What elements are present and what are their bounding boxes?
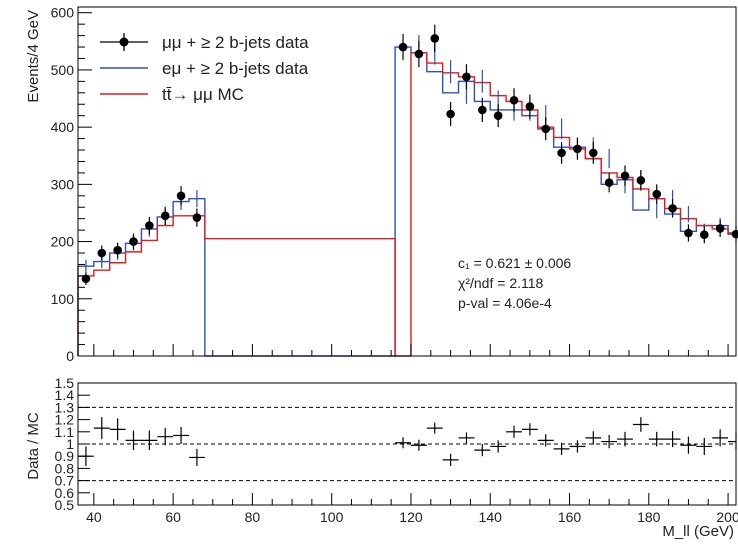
ratio-y-tick-label: 0.8 — [55, 460, 75, 476]
mumu-data-point — [129, 237, 138, 246]
mumu-data-point — [160, 211, 170, 221]
ratio-y-axis-title: Data / MC — [25, 412, 42, 480]
mumu-data-point — [620, 171, 630, 181]
mumu-data-point — [446, 109, 455, 119]
mumu-data-point — [589, 148, 598, 158]
series-ttbar-mc-histogram — [77, 52, 737, 357]
ratio-y-tick-label: 0.5 — [55, 497, 75, 513]
mumu-data-point — [462, 72, 471, 82]
x-tick-label: 180 — [637, 509, 661, 525]
legend-entry-emu-data: eμ + ≥ 2 b-jets data — [100, 59, 309, 78]
mumu-data-point — [525, 102, 535, 111]
main-y-axis-title: Events/4 GeV — [25, 10, 42, 103]
stat-p-value: p-val = 4.06e-4 — [458, 295, 552, 311]
main-y-tick-label: 500 — [51, 62, 75, 78]
mumu-data-point — [113, 245, 122, 255]
ratio-y-tick-label: 0.9 — [55, 448, 75, 464]
ratio-y-tick-label: 1.2 — [55, 412, 75, 428]
mumu-data-point — [176, 191, 186, 201]
mumu-data-point — [430, 34, 440, 43]
ratio-series — [78, 417, 737, 466]
x-tick-label: 140 — [479, 509, 503, 525]
main-y-tick-label: 200 — [51, 234, 75, 250]
mumu-data-point — [668, 204, 677, 213]
ratio-y-tick-label: 0.6 — [55, 485, 75, 501]
ratio-panel: Data / MC 0.50.60.70.80.911.11.21.31.41.… — [25, 375, 738, 540]
legend-label-emu-data: eμ + ≥ 2 b-jets data — [162, 59, 309, 78]
x-tick-label: 120 — [399, 509, 423, 525]
mumu-data-point — [192, 213, 202, 222]
main-y-ticks: 0 100 200 300 400 500 600 — [51, 5, 92, 364]
mumu-data-point — [509, 95, 519, 105]
mumu-data-point — [636, 176, 646, 185]
mumu-data-point — [97, 248, 107, 258]
ratio-x-ticks: 40 60 80 100 120 140 160 180 200 — [86, 493, 738, 525]
mumu-data-point — [684, 228, 693, 238]
ratio-y-ticks: 0.50.60.70.80.911.11.21.31.41.5 — [55, 375, 90, 513]
fit-statistics: c₁ = 0.621 ± 0.006 χ²/ndf = 2.118 p-val … — [458, 255, 571, 311]
ratio-plot-frame — [77, 382, 737, 506]
main-y-tick-label: 0 — [66, 348, 74, 364]
main-y-tick-label: 600 — [51, 5, 75, 21]
ratio-reference-lines — [78, 406, 736, 482]
mumu-data-point — [81, 274, 91, 284]
legend: μμ + ≥ 2 b-jets data eμ + ≥ 2 b-jets dat… — [100, 33, 309, 104]
mumu-data-point — [398, 42, 408, 52]
ratio-y-tick-label: 1 — [66, 436, 74, 452]
x-tick-label: 200 — [716, 509, 738, 525]
mumu-data-point — [699, 230, 709, 240]
mumu-data-point — [145, 221, 154, 230]
main-y-tick-label: 400 — [51, 119, 75, 135]
mumu-data-point — [652, 189, 662, 199]
x-tick-label: 40 — [86, 509, 102, 525]
mumu-data-point — [493, 111, 503, 121]
legend-label-ttbar-mc: tt̄→ μμ MC — [162, 85, 244, 104]
main-panel: Events/4 GeV 0 100 200 300 400 500 600 μμ + ≥ … — [25, 5, 738, 364]
ratio-y-tick-label: 1.3 — [55, 399, 75, 415]
stat-c1: c₁ = 0.621 ± 0.006 — [458, 255, 571, 271]
main-series — [77, 24, 738, 357]
main-plot-frame — [77, 6, 737, 357]
x-tick-label: 60 — [165, 509, 181, 525]
stat-chi2-ndf: χ²/ndf = 2.118 — [458, 275, 544, 291]
legend-label-mumu-data: μμ + ≥ 2 b-jets data — [162, 33, 309, 52]
mumu-data-point — [541, 124, 551, 134]
main-x-ticks — [93, 344, 729, 356]
mumu-data-point — [414, 49, 424, 59]
ratio-y-tick-label: 1.4 — [55, 387, 75, 403]
main-y-tick-label: 300 — [51, 176, 75, 192]
ratio-y-tick-label: 0.7 — [55, 473, 75, 489]
mumu-data-point — [557, 148, 566, 158]
ratio-y-tick-label: 1.5 — [55, 375, 75, 391]
x-tick-label: 160 — [558, 509, 582, 525]
mumu-data-point — [604, 178, 614, 187]
x-tick-label: 80 — [245, 509, 261, 525]
x-tick-label: 100 — [320, 509, 344, 525]
ratio-y-tick-label: 1.1 — [55, 424, 75, 440]
x-axis-title: M_ll (GeV) — [662, 523, 734, 540]
legend-entry-ttbar-mc: tt̄→ μμ MC — [100, 85, 244, 104]
legend-entry-mumu-data: μμ + ≥ 2 b-jets data — [100, 33, 309, 52]
mumu-data-point — [478, 105, 487, 115]
mumu-data-point — [715, 224, 725, 233]
main-y-tick-label: 100 — [51, 291, 75, 307]
mumu-data-point — [573, 144, 582, 154]
